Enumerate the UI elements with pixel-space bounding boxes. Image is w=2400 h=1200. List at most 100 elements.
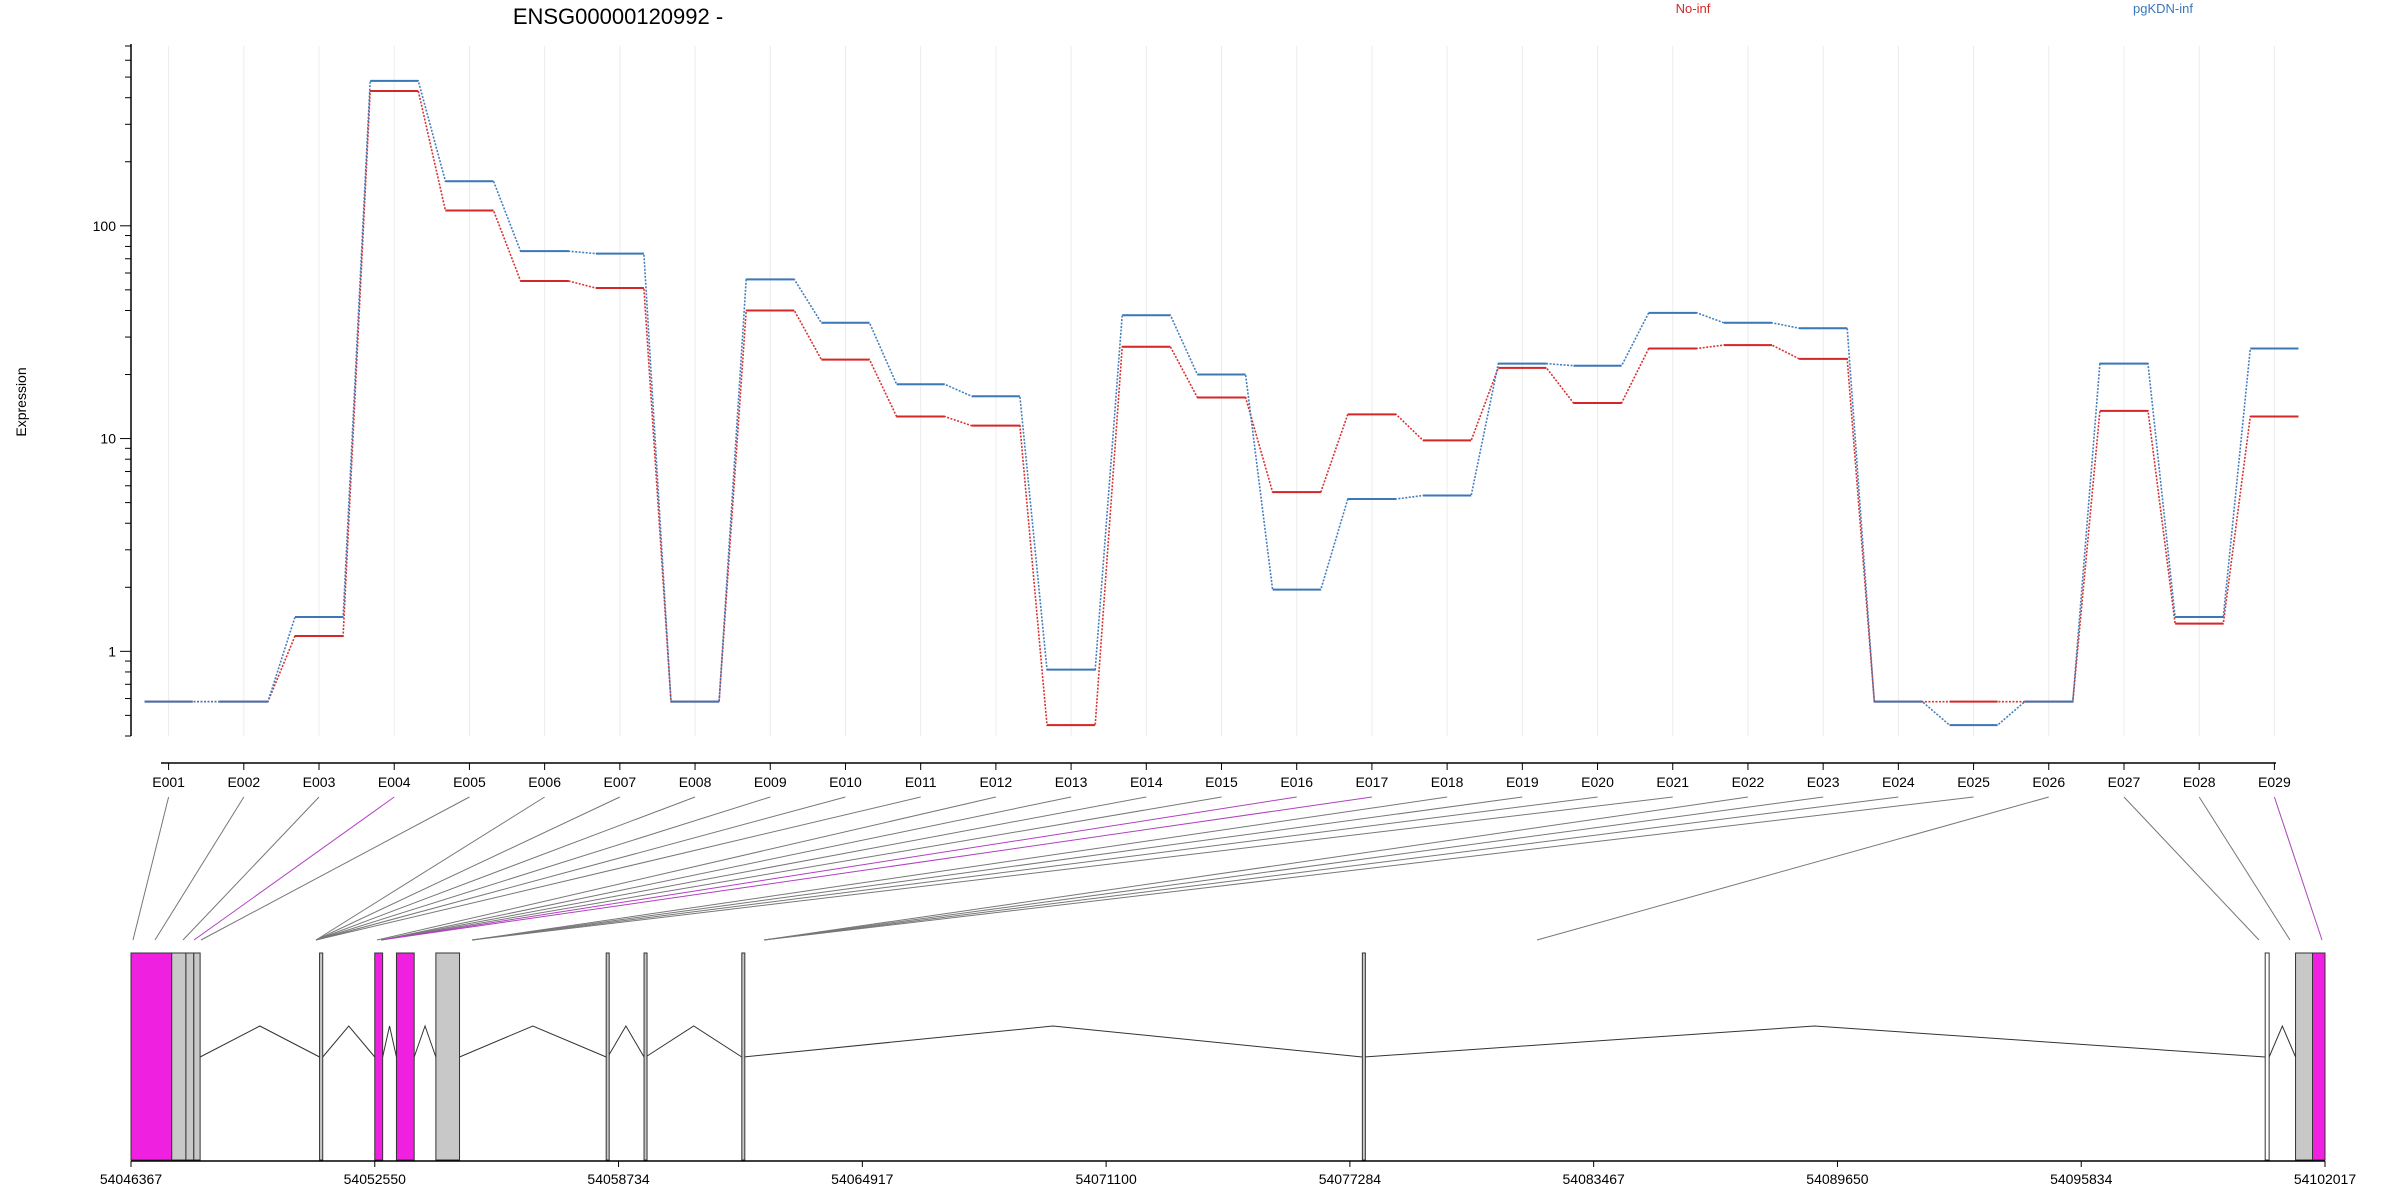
x-tick-label: E001 [152,774,185,790]
genomic-tick-label: 54052550 [344,1171,407,1187]
vertical-gridlines [168,46,2275,736]
exon-box [374,952,384,1161]
genomic-tick-label: 54083467 [1563,1171,1626,1187]
connector-line [1536,796,2049,941]
x-tick-label: E006 [528,774,561,790]
exon-box [605,952,610,1161]
genomic-tick-label: 54046367 [100,1171,163,1187]
connector-line [315,796,621,941]
genomic-tick-label: 54064917 [831,1171,894,1187]
gene-model [130,952,2326,1161]
intron-line [322,1025,376,1058]
legend-label-pgkdn-inf: pgKDN-inf [2133,1,2193,16]
x-tick-label: E020 [1581,774,1614,790]
connector-line [380,796,1222,941]
x-tick-label: E007 [603,774,636,790]
intron-line [1363,1025,2266,1058]
x-tick-label: E016 [1280,774,1313,790]
connector-line [315,796,921,941]
connector-line [315,796,771,941]
x-tick-label: E026 [2032,774,2065,790]
exon-box [130,952,173,1161]
connector-line [380,796,1072,941]
x-tick-label: E019 [1506,774,1539,790]
exon-box [193,952,201,1161]
genomic-tick-label: 54095834 [2050,1171,2113,1187]
connector-line [471,796,1673,941]
exon-box [741,952,746,1161]
intron-line [2268,1024,2297,1058]
genomic-tick-label: 54089650 [1806,1171,1869,1187]
connector-line [376,796,996,941]
connector-line [2123,796,2260,941]
x-axis: E001 E002 E003 E004 E005 E006 E007 E008 E009 E010… [152,762,2291,790]
connector-line [182,796,320,941]
x-tick-label: E013 [1055,774,1088,790]
connector-line [471,796,1448,941]
x-tick-label: E021 [1656,774,1689,790]
y-tick-label: 1 [108,643,116,659]
connector-line [193,796,395,941]
x-tick-label: E024 [1882,774,1915,790]
exon-box [395,952,415,1161]
exon-box [319,952,324,1161]
connector-line [200,796,470,941]
genomic-coordinate-axis: 54046367 54052550 54058734 54064917 54071100… [100,1160,2357,1187]
x-tick-label: E002 [227,774,260,790]
x-tick-label: E029 [2258,774,2291,790]
intron-line [459,1025,607,1058]
connector-line [2273,796,2323,941]
intron-line [382,1025,397,1058]
exon-box [171,952,187,1161]
y-axis-label: Expression [13,367,29,436]
genomic-tick-label: 54058734 [587,1171,650,1187]
intron-line [743,1025,1363,1058]
exon-box [1361,952,1366,1161]
connector-line [763,796,1749,941]
x-tick-label: E010 [829,774,862,790]
exon-box [2264,952,2270,1161]
exon-box [435,952,461,1161]
y-tick-label: 10 [100,431,116,447]
x-tick-label: E004 [378,774,411,790]
y-tick-label: 100 [93,218,117,234]
x-tick-label: E018 [1431,774,1464,790]
chart-title: ENSG00000120992 - [513,4,723,29]
x-tick-label: E003 [303,774,336,790]
connector-line [763,796,1824,941]
exon-box [2295,952,2314,1161]
x-tick-label: E023 [1807,774,1840,790]
x-tick-label: E025 [1957,774,1990,790]
connector-line [315,796,696,941]
connector-line [380,796,1147,941]
exon-box [185,952,195,1161]
connector-line [132,796,170,941]
x-tick-label: E022 [1732,774,1765,790]
genomic-tick-label: 54071100 [1075,1171,1136,1187]
exon-box [643,952,648,1161]
exon-box [2312,952,2326,1161]
intron-line [645,1025,743,1058]
exon-connector-lines [132,796,2323,941]
y-axis: 1 10 100 [93,44,132,737]
x-tick-label: E009 [754,774,787,790]
intron-line [607,1025,645,1058]
intron-line [199,1025,320,1058]
genomic-tick-label: 54102017 [2294,1171,2357,1187]
connector-line [763,796,1974,941]
connector-line [471,796,1523,941]
x-tick-label: E017 [1356,774,1389,790]
connector-line [380,796,1372,941]
x-tick-label: E015 [1205,774,1238,790]
x-tick-label: E012 [980,774,1013,790]
x-tick-label: E014 [1130,774,1163,790]
intron-line [413,1024,437,1058]
x-tick-label: E011 [905,774,937,790]
connector-line [763,796,1899,941]
x-tick-label: E005 [453,774,486,790]
legend-label-no-inf: No-inf [1676,1,1711,16]
connector-line [315,796,545,941]
connector-line [2198,796,2291,941]
x-tick-label: E008 [679,774,712,790]
